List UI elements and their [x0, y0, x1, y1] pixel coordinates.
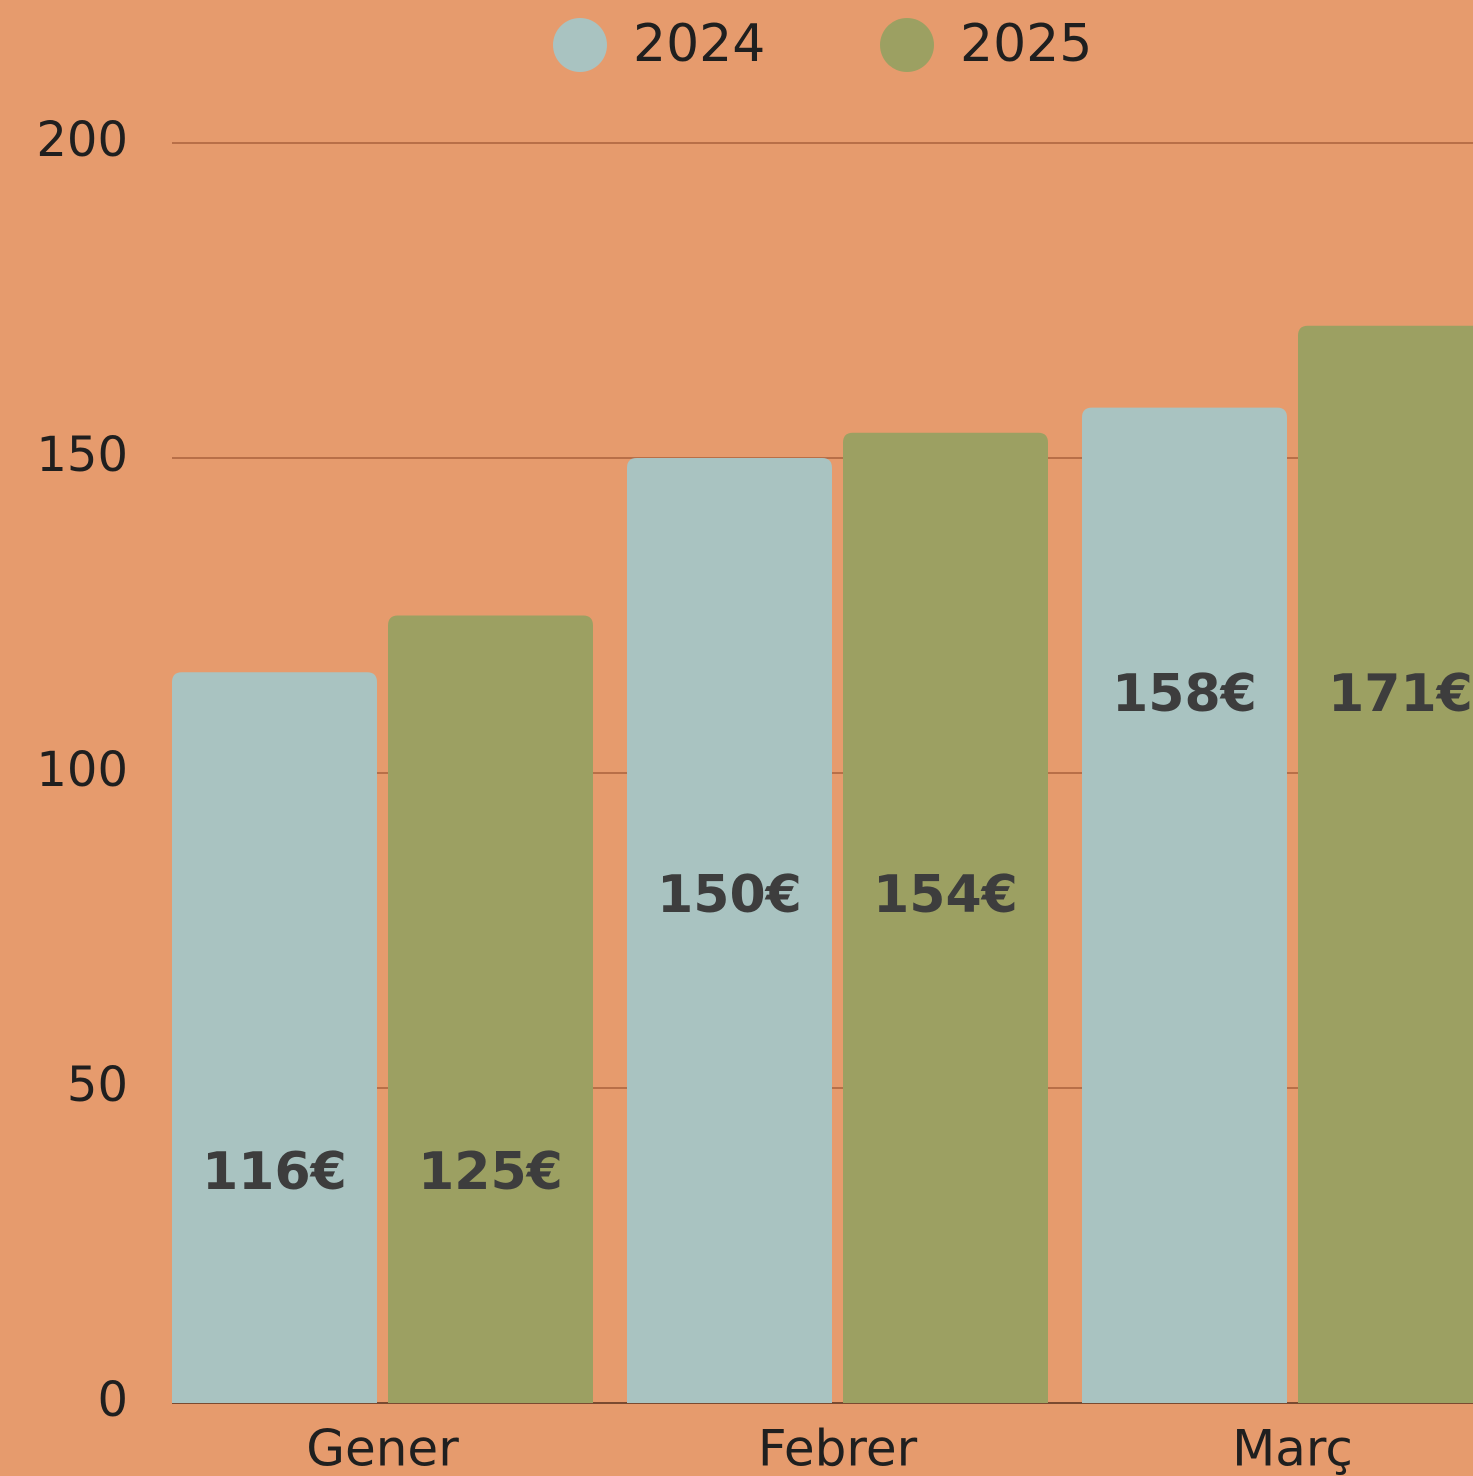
value-label: 154€: [873, 865, 1018, 925]
value-label: 171€: [1328, 664, 1473, 724]
x-tick-label: Març: [1232, 1420, 1353, 1476]
x-tick-label: Gener: [306, 1420, 459, 1476]
legend-swatch: [553, 18, 607, 72]
bar: [172, 672, 377, 1403]
legend-swatch: [880, 18, 934, 72]
bar: [843, 432, 1048, 1403]
value-label: 116€: [202, 1142, 347, 1202]
y-tick-label: 100: [36, 742, 128, 798]
y-tick-label: 0: [97, 1372, 128, 1428]
x-tick-label: Febrer: [758, 1420, 918, 1476]
bar: [1298, 325, 1473, 1403]
value-label: 150€: [657, 865, 802, 925]
value-label: 158€: [1112, 664, 1257, 724]
bar: [627, 458, 832, 1403]
legend-label: 2024: [633, 14, 765, 74]
legend-label: 2025: [960, 14, 1092, 74]
y-tick-label: 50: [67, 1057, 128, 1113]
y-tick-label: 150: [36, 427, 128, 483]
bar: [1082, 407, 1287, 1404]
y-tick-label: 200: [36, 112, 128, 168]
value-label: 125€: [418, 1142, 563, 1202]
bar: [388, 615, 593, 1403]
